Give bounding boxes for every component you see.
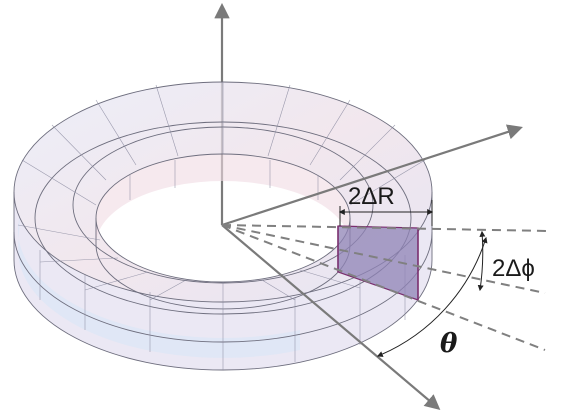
delta-phi-label: 2Δϕ (492, 255, 535, 282)
delta-phi-arc (477, 230, 486, 292)
x-axis (221, 124, 523, 227)
y-axis (221, 224, 441, 410)
torus-lower-shade (18, 215, 300, 358)
torus-ring (13, 81, 433, 371)
torus-inner-wall (96, 154, 350, 245)
theta-arc (376, 236, 488, 357)
dashed-ray-upper (221, 224, 549, 232)
theta-label: θ (440, 329, 458, 359)
torus-mesh (17, 82, 426, 370)
delta-r-label: 2ΔR (348, 183, 395, 210)
